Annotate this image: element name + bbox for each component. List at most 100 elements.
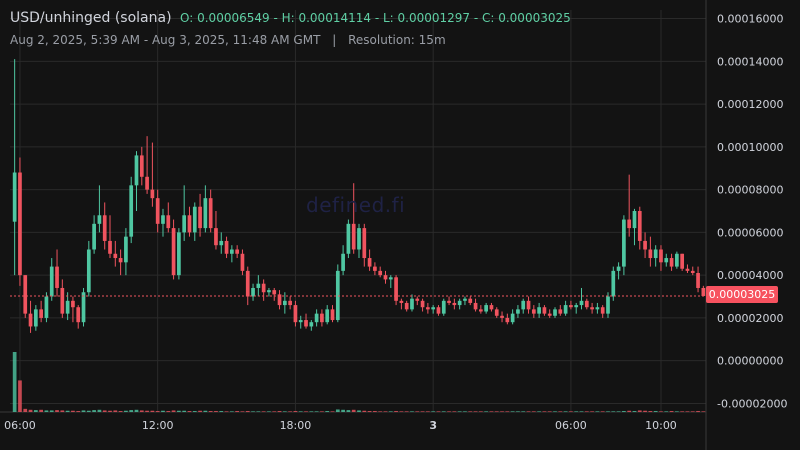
- x-tick-label: 10:00: [645, 419, 677, 432]
- resolution: Resolution: 15m: [348, 33, 446, 47]
- y-tick-label: 0.00002000: [717, 312, 783, 325]
- candle-body: [542, 307, 547, 314]
- y-tick-label: 0.00000000: [717, 355, 783, 368]
- volume-bar: [357, 410, 361, 412]
- candle-body: [267, 290, 271, 293]
- candle-body: [129, 185, 134, 237]
- volume-bar: [521, 411, 526, 412]
- volume-bar: [388, 411, 393, 412]
- candle-body: [590, 307, 594, 310]
- volume-bar: [97, 409, 102, 412]
- volume-bar: [579, 411, 584, 412]
- volume-bar: [404, 411, 409, 412]
- volume-bar: [478, 411, 483, 412]
- volume-bar: [410, 411, 414, 412]
- candle-body: [49, 266, 54, 297]
- candle-body: [304, 320, 308, 327]
- volume-bar: [399, 411, 404, 412]
- candle-body: [690, 270, 695, 274]
- candle-body: [277, 294, 282, 306]
- candle-body: [563, 305, 568, 314]
- candle-body: [388, 277, 393, 280]
- candle-body: [320, 313, 324, 323]
- volume-bar: [341, 409, 345, 412]
- x-tick-label: 06:00: [555, 419, 587, 432]
- volume-bar: [177, 410, 181, 412]
- volume-bar: [659, 411, 663, 412]
- volume-bar: [134, 409, 139, 412]
- volume-bar: [505, 411, 510, 412]
- volume-bar: [314, 411, 319, 412]
- candle-body: [659, 249, 663, 263]
- candle-body: [627, 219, 632, 229]
- candle-body: [653, 249, 658, 259]
- candle-body: [272, 290, 277, 295]
- volume-bar: [304, 411, 308, 412]
- volume-bar: [86, 410, 91, 412]
- x-axis: 06:00 12:00 18:00 3 06:00 10:00: [4, 419, 677, 432]
- volume-bar: [92, 410, 96, 412]
- volume-bar: [463, 411, 467, 412]
- volume-bar: [39, 409, 43, 412]
- candle-body: [145, 176, 149, 190]
- volume-bar: [346, 410, 351, 412]
- volume-bar: [118, 411, 123, 412]
- candle-body: [18, 172, 22, 276]
- candle-body: [288, 300, 292, 306]
- volume-bar: [155, 411, 160, 412]
- volume-bar: [28, 409, 33, 412]
- candle-body: [182, 215, 187, 233]
- candle-body: [616, 266, 621, 271]
- candle-body: [256, 283, 261, 288]
- volume-bar: [553, 411, 557, 412]
- candle-body: [251, 287, 255, 297]
- volume-bar: [569, 411, 573, 412]
- candle-body: [468, 298, 473, 303]
- candle-body: [282, 300, 287, 306]
- candle-body: [192, 206, 197, 233]
- candle-body: [648, 249, 653, 259]
- volume-bar: [203, 410, 208, 412]
- volume-bar: [335, 409, 340, 412]
- candle-body: [177, 232, 181, 276]
- candle-body: [569, 305, 573, 308]
- candle-body: [675, 253, 679, 267]
- candle-body: [489, 305, 494, 310]
- volume-bar: [230, 411, 234, 412]
- volume-bar: [288, 411, 292, 412]
- volume-bar: [256, 411, 261, 412]
- candle-body: [441, 300, 446, 314]
- volume-bar: [277, 411, 282, 412]
- candle-body: [198, 206, 202, 229]
- separator: |: [332, 33, 337, 47]
- candle-body: [394, 277, 398, 301]
- candle-body: [510, 313, 515, 323]
- volume-bar: [484, 411, 488, 412]
- candle-body: [516, 309, 520, 314]
- candle-body: [171, 228, 176, 276]
- candle-body: [12, 172, 17, 222]
- x-tick-label: 12:00: [142, 419, 174, 432]
- volume-bar: [489, 411, 494, 412]
- candle-body: [341, 253, 345, 271]
- volume-bar: [192, 411, 197, 412]
- volume-bar: [362, 410, 367, 412]
- candle-body: [463, 298, 467, 301]
- candle-body: [187, 215, 192, 233]
- candle-body: [92, 223, 96, 250]
- candle-body: [547, 313, 552, 316]
- volume-bar: [494, 411, 499, 412]
- candle-body: [696, 273, 700, 288]
- candle-body: [457, 300, 462, 306]
- volume-bar: [675, 411, 679, 412]
- date-range: Aug 2, 2025, 5:39 AM - Aug 3, 2025, 11:4…: [10, 33, 321, 47]
- candle-body: [531, 309, 536, 314]
- volume-bars: [12, 352, 706, 412]
- candle-body: [224, 240, 229, 254]
- volume-bar: [214, 411, 218, 412]
- volume-bar: [198, 410, 202, 412]
- volume-bar: [394, 411, 398, 412]
- volume-bar: [325, 411, 330, 412]
- volume-bar: [282, 411, 287, 412]
